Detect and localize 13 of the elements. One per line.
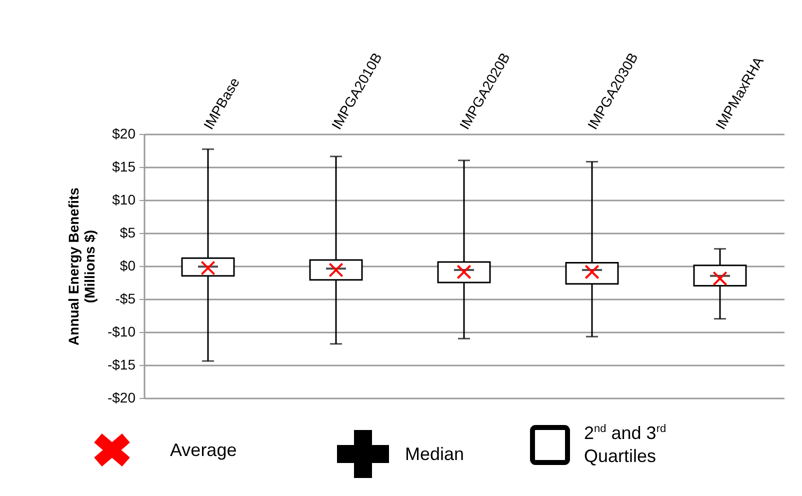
- y-tick-label: -$10: [107, 324, 136, 340]
- y-tick-label: $10: [112, 192, 136, 208]
- text: Average: [170, 440, 237, 460]
- y-tick-label: $5: [120, 224, 136, 240]
- y-tick-label: $0: [120, 258, 136, 274]
- y-tick-label: $20: [112, 126, 136, 142]
- y-tick-label: $15: [112, 158, 136, 174]
- y-tick-label: -$15: [107, 356, 136, 372]
- y-axis-title: Annual Energy Benefits (Millions $): [65, 187, 98, 346]
- text: 2$^{nd}$ and 3$^{rd}$ Quartiles: [584, 422, 668, 467]
- y-tick-label: -$20: [107, 390, 136, 406]
- y-tick-label: -$5: [115, 290, 136, 306]
- text: Median: [405, 444, 464, 464]
